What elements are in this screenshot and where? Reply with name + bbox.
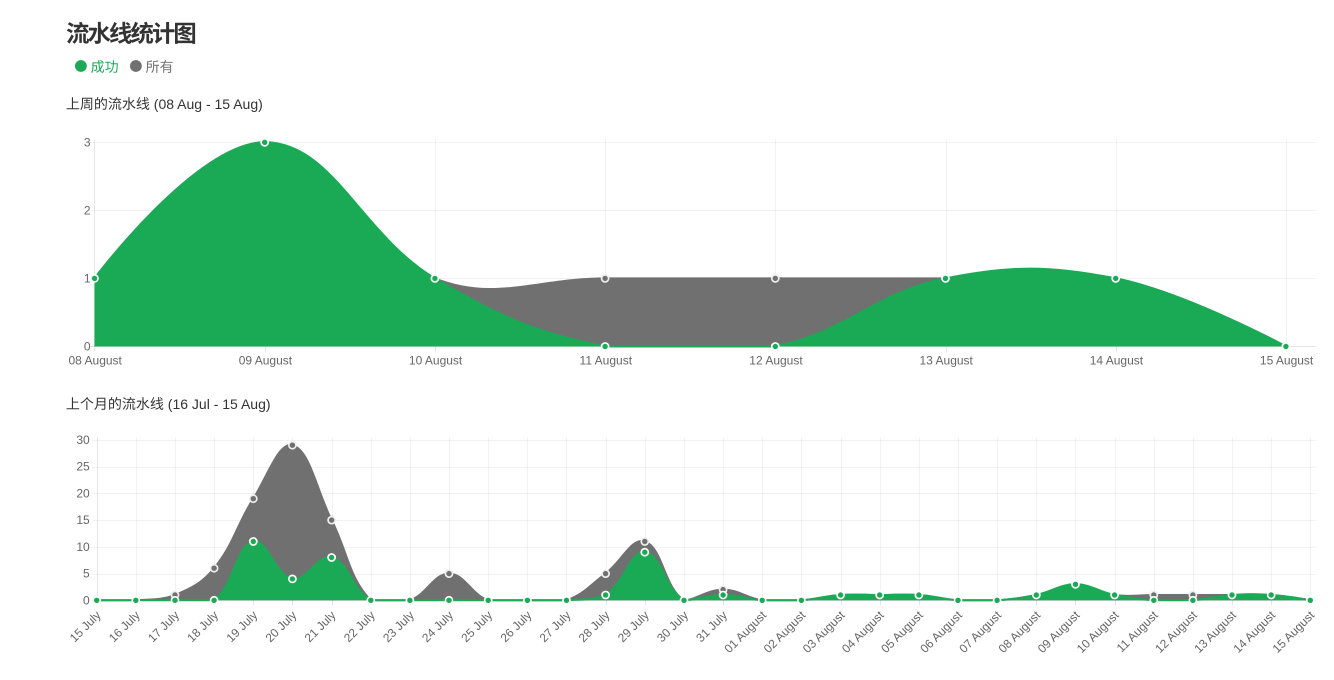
svg-text:08 August: 08 August xyxy=(69,354,123,368)
svg-text:12 August: 12 August xyxy=(749,354,803,368)
svg-text:10 August: 10 August xyxy=(1074,608,1122,656)
svg-text:15 August: 15 August xyxy=(1260,354,1314,368)
svg-text:11 August: 11 August xyxy=(580,354,633,368)
svg-text:16 July: 16 July xyxy=(106,608,143,645)
svg-text:15 July: 15 July xyxy=(67,608,104,645)
svg-text:(08 Aug - 15 Aug): (08 Aug - 15 Aug) xyxy=(154,96,263,112)
svg-text:30 July: 30 July xyxy=(654,608,691,645)
svg-text:2: 2 xyxy=(84,203,91,217)
svg-text:30: 30 xyxy=(76,433,90,447)
svg-text:(16 Jul - 15 Aug): (16 Jul - 15 Aug) xyxy=(168,396,271,412)
svg-text:1: 1 xyxy=(84,271,91,285)
svg-text:21 July: 21 July xyxy=(302,608,339,645)
svg-text:20: 20 xyxy=(76,486,90,500)
svg-text:0: 0 xyxy=(83,593,90,607)
svg-text:29 July: 29 July xyxy=(615,608,652,645)
svg-text:09 August: 09 August xyxy=(239,354,293,368)
svg-text:10: 10 xyxy=(76,540,90,554)
svg-text:17 July: 17 July xyxy=(145,608,182,645)
svg-text:24 July: 24 July xyxy=(419,608,456,645)
svg-text:23 July: 23 July xyxy=(380,608,417,645)
svg-text:10 August: 10 August xyxy=(409,354,463,368)
svg-text:25 July: 25 July xyxy=(458,608,495,645)
svg-text:20 July: 20 July xyxy=(263,608,300,645)
svg-text:14 August: 14 August xyxy=(1090,354,1144,368)
svg-text:13 August: 13 August xyxy=(920,354,974,368)
svg-text:19 July: 19 July xyxy=(223,608,260,645)
svg-text:18 July: 18 July xyxy=(184,608,221,645)
svg-text:3: 3 xyxy=(84,135,91,149)
svg-text:27 July: 27 July xyxy=(537,608,574,645)
svg-text:25: 25 xyxy=(76,460,90,474)
svg-text:22 July: 22 July xyxy=(341,608,378,645)
svg-text:15: 15 xyxy=(76,513,90,527)
svg-text:31 July: 31 July xyxy=(693,608,730,645)
svg-text:26 July: 26 July xyxy=(498,608,535,645)
svg-text:28 July: 28 July xyxy=(576,608,613,645)
svg-text:0: 0 xyxy=(84,340,91,354)
svg-text:15 August: 15 August xyxy=(1270,608,1318,656)
svg-text:5: 5 xyxy=(83,567,90,581)
